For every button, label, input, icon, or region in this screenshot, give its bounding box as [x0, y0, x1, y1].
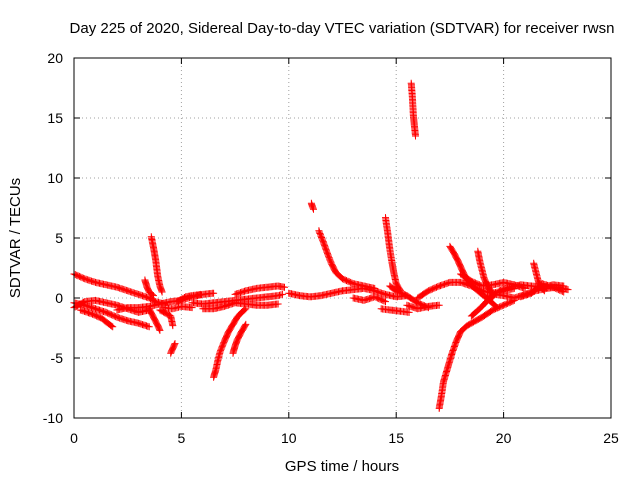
data-point: [158, 288, 166, 296]
data-point: [169, 322, 177, 330]
y-axis-label: SDTVAR / TECUs: [7, 178, 24, 298]
y-tick-label: -5: [51, 350, 64, 366]
data-point: [108, 322, 116, 330]
data-point: [242, 320, 250, 328]
y-tick-label: -10: [43, 410, 63, 426]
y-tick-label: 10: [47, 170, 63, 186]
x-tick-label: 15: [388, 430, 404, 446]
data-point: [493, 304, 501, 312]
x-axis-label: GPS time / hours: [285, 458, 399, 475]
data-point: [278, 290, 286, 298]
data-point: [197, 290, 205, 298]
data-point: [150, 292, 157, 300]
x-tick-label: 25: [603, 430, 619, 446]
data-point: [310, 205, 317, 213]
data-point: [405, 308, 413, 316]
y-tick-label: 0: [55, 290, 63, 306]
data-point: [564, 286, 572, 294]
data-point: [558, 287, 566, 295]
data-point: [560, 282, 568, 290]
data-point: [492, 303, 500, 311]
data-point: [241, 322, 249, 330]
data-point: [148, 291, 156, 299]
chart-title: Day 225 of 2020, Sidereal Day-to-day VTE…: [70, 20, 615, 37]
y-tick-label: 15: [47, 110, 63, 126]
data-point: [170, 341, 178, 349]
data-point: [281, 283, 288, 291]
data-point: [412, 132, 419, 140]
data-point: [540, 287, 548, 295]
data-point: [145, 323, 153, 331]
x-tick-label: 10: [281, 430, 297, 446]
axis-ticks: [73, 57, 612, 419]
grid: [74, 58, 611, 418]
data-point: [210, 289, 218, 297]
data-point: [560, 288, 568, 296]
data-point: [156, 326, 164, 334]
data-point: [435, 301, 443, 309]
y-tick-label: 5: [55, 230, 63, 246]
data-point: [380, 297, 388, 305]
x-tick-label: 0: [70, 430, 78, 446]
x-tick-label: 20: [496, 430, 512, 446]
y-tick-labels: -10 -5 0 5 10 15 20: [43, 50, 63, 426]
x-tick-labels: 0 5 10 15 20 25: [70, 430, 619, 446]
data-point: [382, 298, 389, 306]
y-tick-label: 20: [47, 50, 63, 66]
data-point: [109, 323, 117, 331]
data-point: [274, 300, 282, 308]
x-tick-label: 5: [178, 430, 186, 446]
data-point: [171, 340, 179, 348]
data-point: [371, 284, 379, 292]
data-points: [70, 79, 572, 412]
